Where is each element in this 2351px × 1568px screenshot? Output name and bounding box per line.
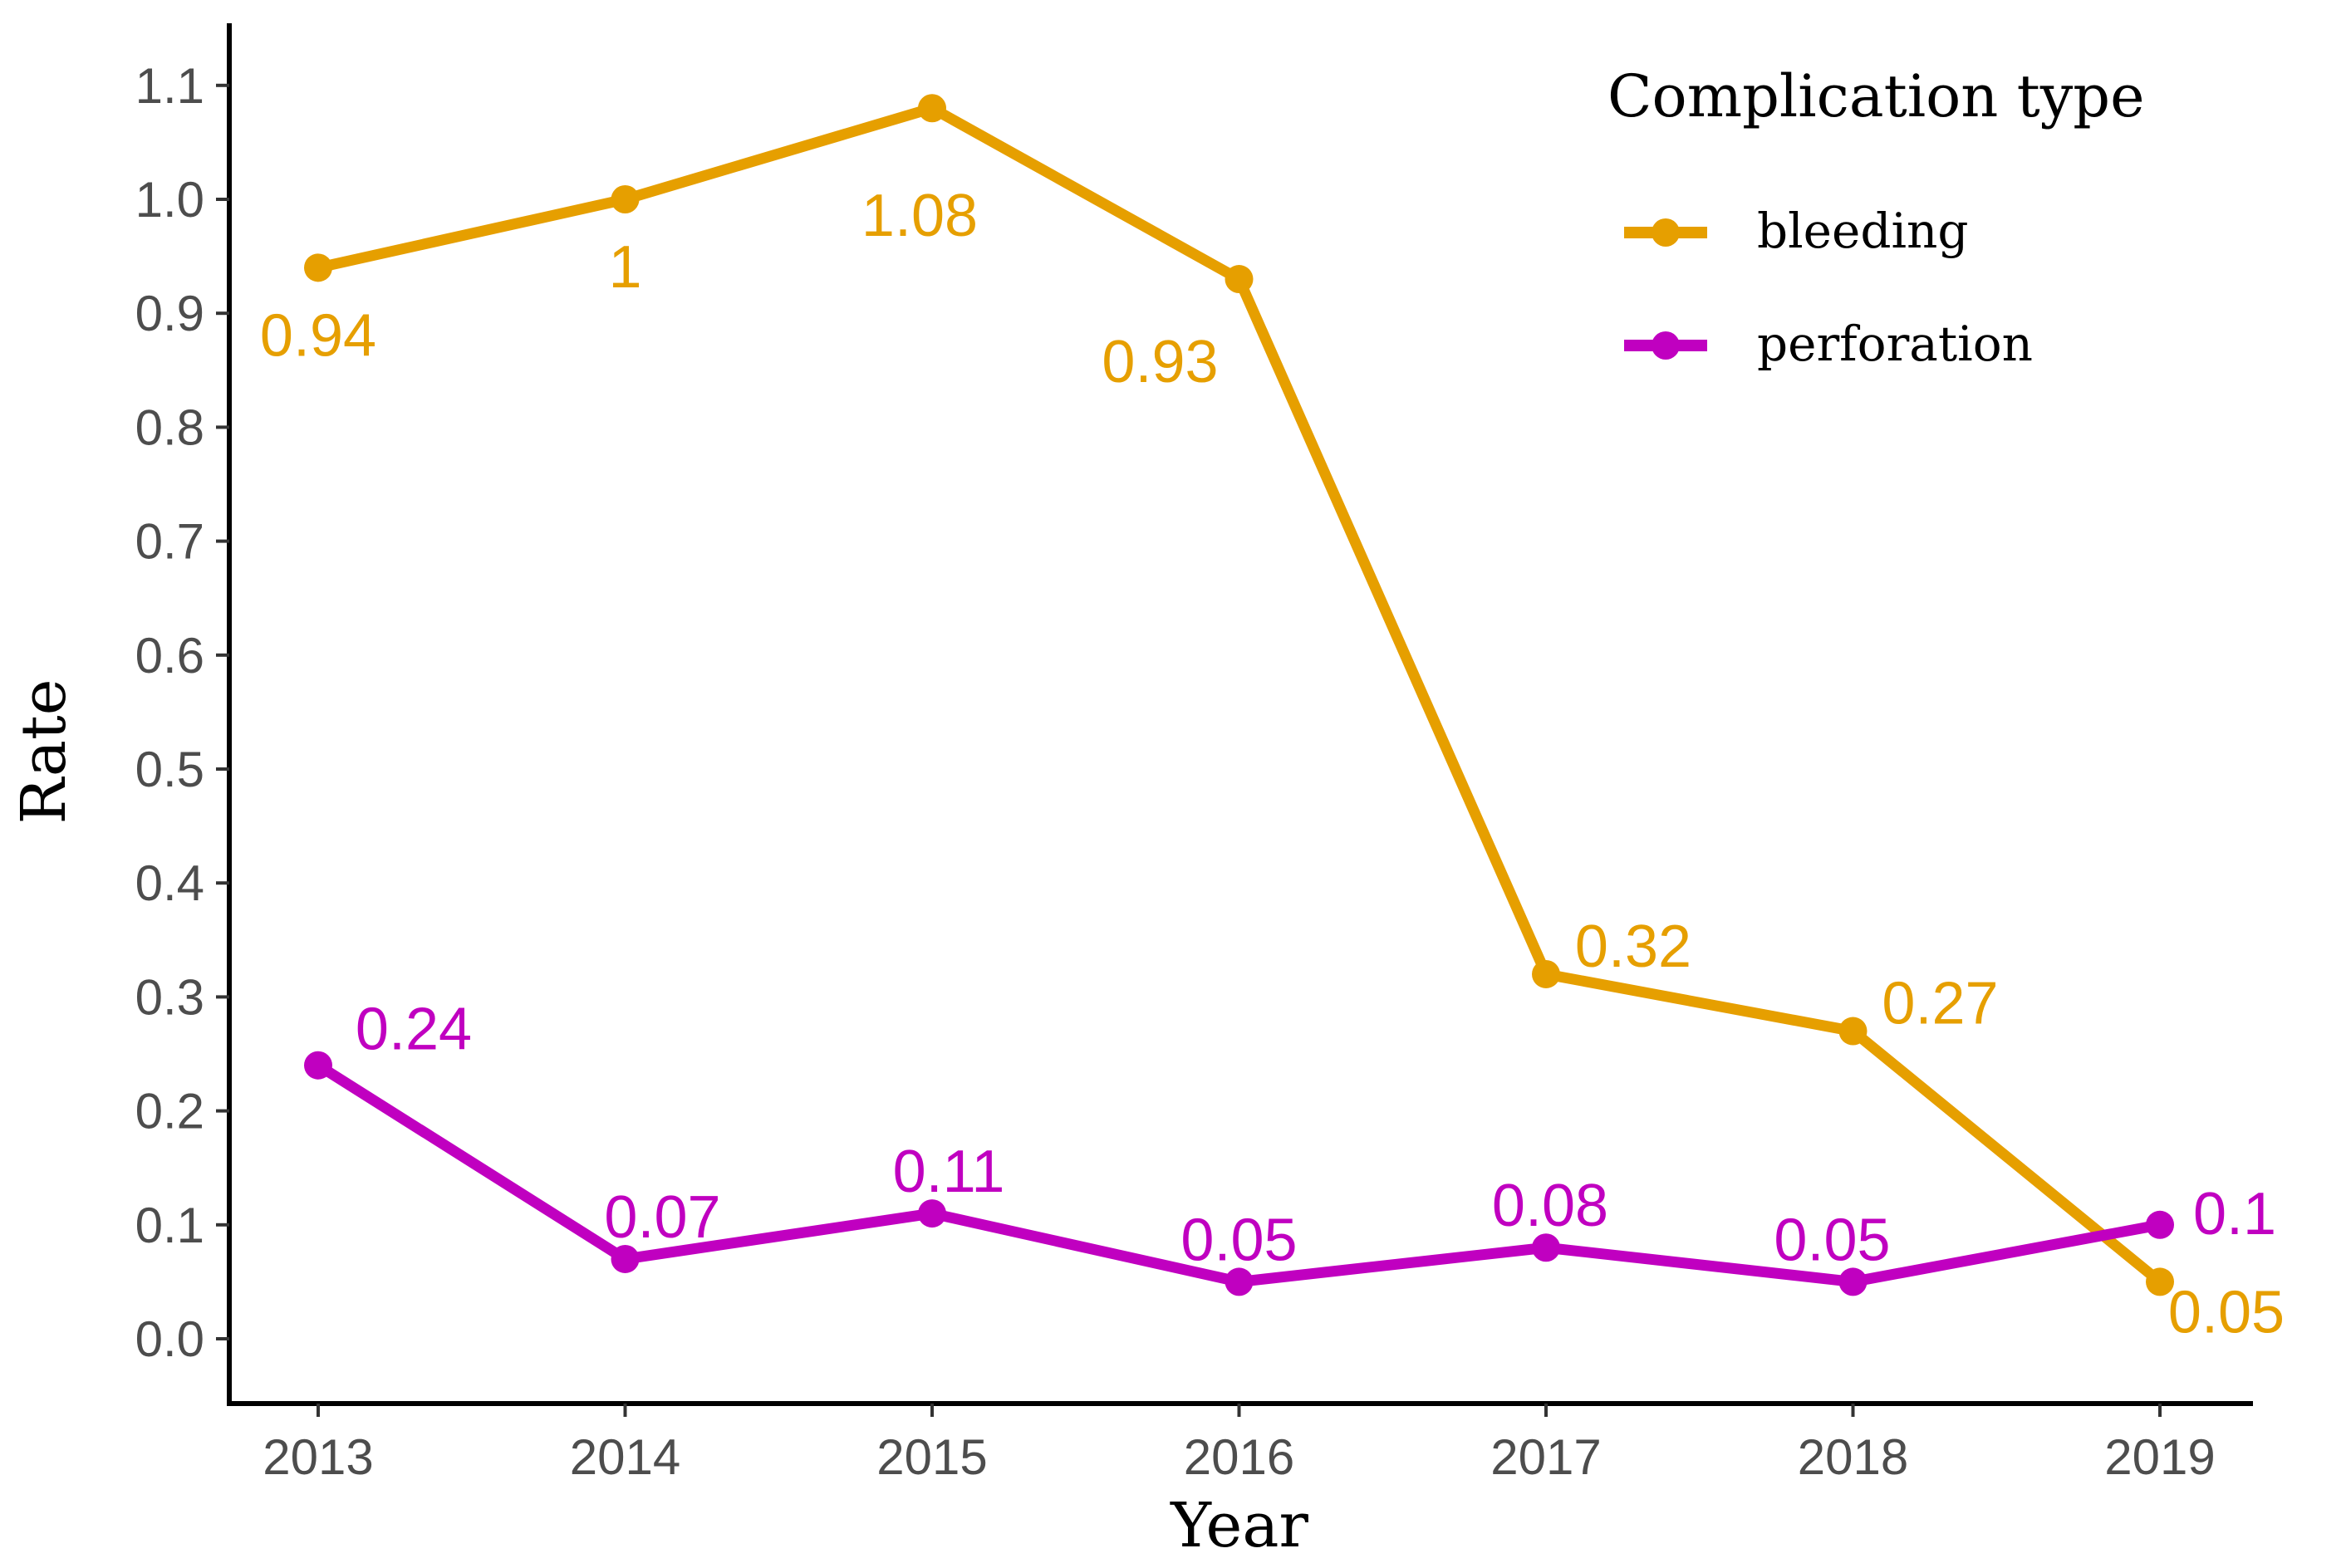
legend: Complication type bleeding perforation — [1607, 62, 2145, 372]
plot-marks — [304, 94, 2174, 1296]
data-labels: 0.94 1 1.08 0.93 0.32 0.27 0.05 0.24 0.07 0.11 0.0… — [260, 183, 2285, 1345]
point-bleeding-2016 — [1225, 265, 1254, 294]
x-tick-label: 2015 — [876, 1429, 987, 1485]
y-axis-title: Rate — [8, 679, 80, 824]
x-tick-label: 2016 — [1184, 1429, 1294, 1485]
x-axis-title: Year — [1170, 1490, 1308, 1561]
point-bleeding-2015 — [918, 94, 946, 123]
y-tick-label: 0.6 — [135, 628, 204, 684]
data-label-bleeding-2013: 0.94 — [260, 302, 376, 369]
y-tick-label: 0.8 — [135, 399, 204, 455]
data-label-perforation-2018: 0.05 — [1774, 1207, 1890, 1273]
point-bleeding-2013 — [304, 253, 332, 282]
data-label-bleeding-2014: 1 — [608, 234, 641, 301]
point-bleeding-2019 — [2146, 1267, 2174, 1296]
y-tick-label: 0.3 — [135, 969, 204, 1025]
x-tick-label: 2017 — [1490, 1429, 1601, 1485]
data-label-perforation-2017: 0.08 — [1492, 1173, 1608, 1239]
point-bleeding-2018 — [1838, 1017, 1868, 1046]
data-label-perforation-2014: 0.07 — [604, 1184, 720, 1251]
x-tick-label: 2018 — [1798, 1429, 1908, 1485]
y-tick-label: 1.1 — [135, 58, 204, 114]
data-label-bleeding-2019: 0.05 — [2168, 1279, 2285, 1345]
point-perforation-2014 — [611, 1244, 640, 1273]
data-label-perforation-2015: 0.11 — [893, 1139, 1005, 1205]
x-tick-label: 2019 — [2104, 1429, 2215, 1485]
y-tick-label: 0.2 — [135, 1084, 204, 1139]
data-label-bleeding-2018: 0.27 — [1882, 971, 1998, 1037]
data-label-bleeding-2015: 1.08 — [861, 183, 978, 249]
y-tick-label: 0.5 — [135, 742, 204, 797]
legend-label-perforation: perforation — [1757, 316, 2033, 372]
x-tick-label: 2014 — [570, 1429, 680, 1485]
point-perforation-2018 — [1838, 1267, 1868, 1296]
data-label-perforation-2016: 0.05 — [1180, 1207, 1297, 1273]
legend-label-bleeding: bleeding — [1757, 203, 1969, 259]
legend-title: Complication type — [1607, 62, 2145, 130]
point-perforation-2015 — [918, 1199, 946, 1228]
point-bleeding-2017 — [1532, 959, 1560, 988]
point-perforation-2019 — [2146, 1210, 2174, 1239]
data-label-bleeding-2017: 0.32 — [1575, 914, 1691, 980]
y-tick-label: 0.9 — [135, 286, 204, 341]
legend-key-point-perforation — [1652, 331, 1680, 360]
data-label-bleeding-2016: 0.93 — [1102, 329, 1218, 395]
x-tick-label: 2013 — [263, 1429, 373, 1485]
point-perforation-2013 — [304, 1051, 332, 1080]
axes: 0.0 0.1 0.2 0.3 0.4 0.5 0.6 0.7 0.8 0.9 1.0 1.1 2013… — [135, 23, 2253, 1485]
legend-key-point-bleeding — [1652, 218, 1680, 247]
point-perforation-2016 — [1225, 1267, 1254, 1296]
y-tick-label: 0.1 — [135, 1198, 204, 1253]
y-tick-label: 0.0 — [135, 1311, 204, 1367]
y-tick-label: 0.7 — [135, 514, 204, 570]
y-tick-label: 1.0 — [135, 172, 204, 228]
data-label-perforation-2019: 0.1 — [2193, 1181, 2276, 1247]
point-perforation-2017 — [1532, 1233, 1560, 1262]
y-tick-label: 0.4 — [135, 855, 204, 911]
point-bleeding-2014 — [611, 185, 640, 213]
data-label-perforation-2013: 0.24 — [356, 997, 472, 1063]
